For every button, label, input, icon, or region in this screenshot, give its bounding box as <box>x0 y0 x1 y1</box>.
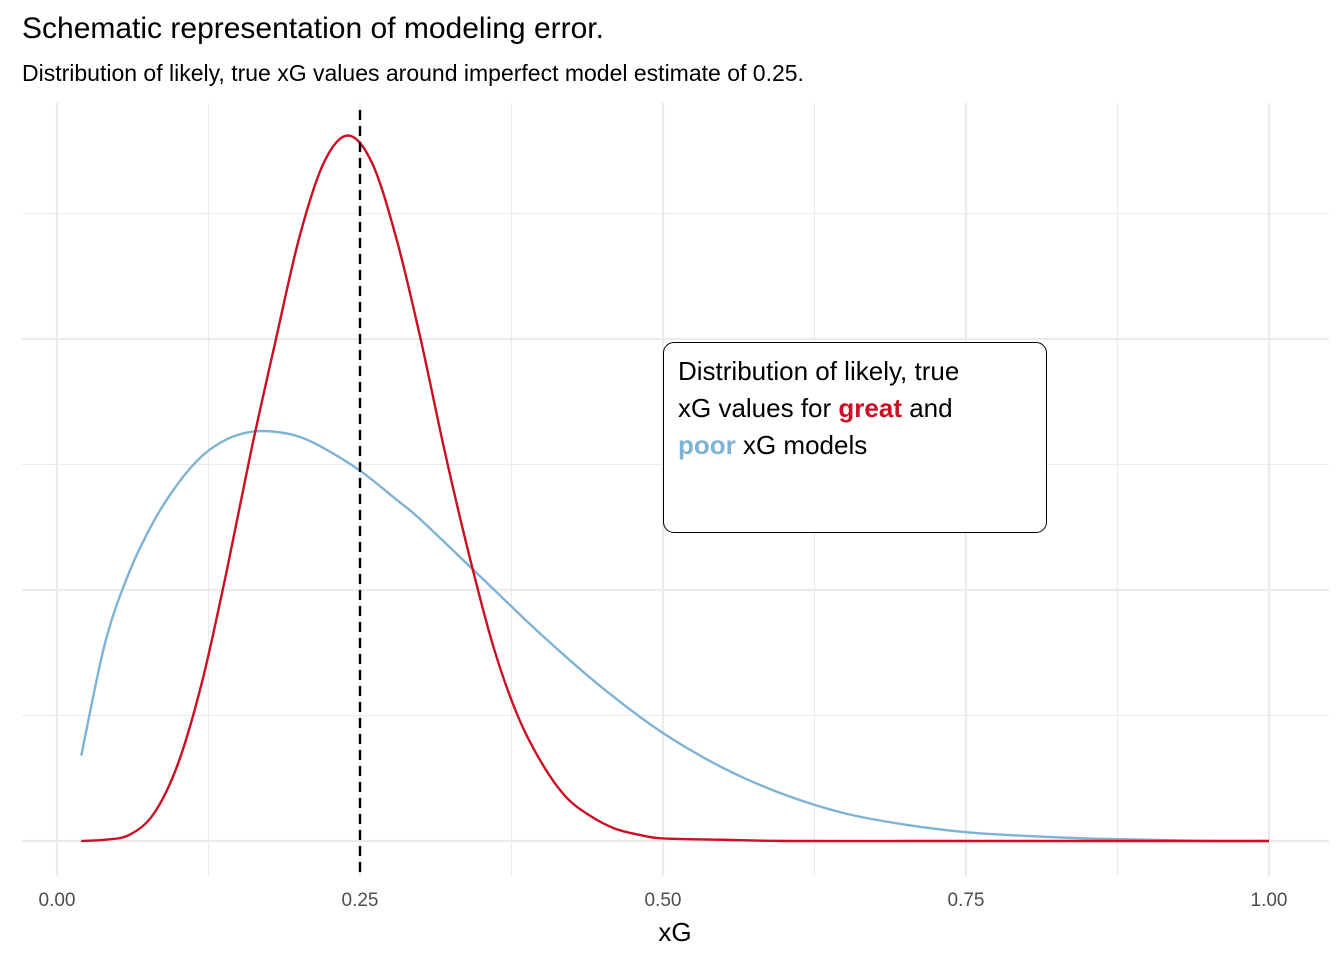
annotation-box: Distribution of likely, true xG values f… <box>663 342 1047 533</box>
x-tick-label: 0.00 <box>39 890 76 911</box>
x-tick-label: 0.75 <box>948 890 985 911</box>
great-highlight: great <box>838 393 902 423</box>
chart-subtitle: Distribution of likely, true xG values a… <box>22 60 804 86</box>
annotation-line-3: poor xG models <box>678 427 1032 464</box>
poor-highlight: poor <box>678 430 736 460</box>
series-line-great <box>81 134 1269 843</box>
series-line-poor <box>80 429 1270 843</box>
x-axis-label: xG <box>658 917 691 947</box>
x-tick-label: 0.25 <box>342 890 379 911</box>
annotation-text: xG models <box>735 430 868 460</box>
x-tick-label: 0.50 <box>645 890 682 911</box>
annotation-text: xG values for <box>678 393 839 423</box>
x-tick-label: 1.00 <box>1251 890 1288 911</box>
series-lines <box>80 134 1270 843</box>
annotation-line-1: Distribution of likely, true <box>678 356 960 386</box>
annotation-text: and <box>901 393 953 423</box>
x-tick-labels: 0.00 0.25 0.50 0.75 1.00 <box>39 890 1288 911</box>
chart-title: Schematic representation of modeling err… <box>22 12 604 45</box>
annotation-line-2: xG values for great and <box>678 390 1032 427</box>
